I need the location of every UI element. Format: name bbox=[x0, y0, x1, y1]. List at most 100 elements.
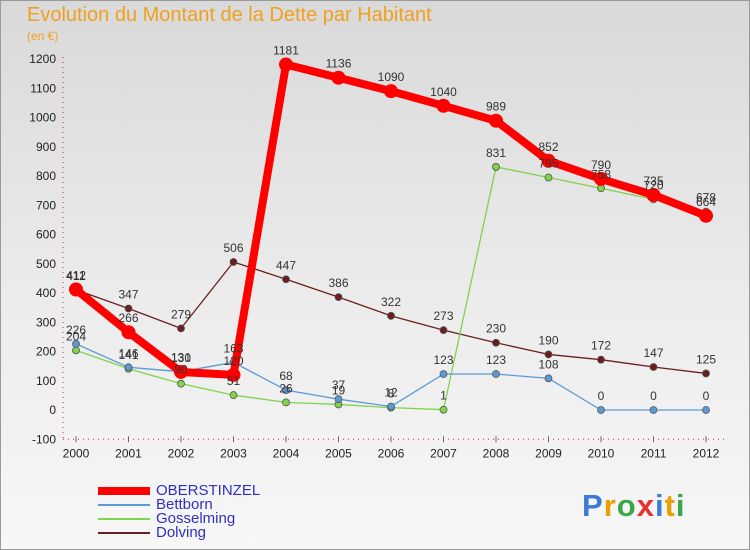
x-tick-label: 2004 bbox=[273, 446, 300, 460]
data-label: 147 bbox=[643, 346, 663, 360]
data-point bbox=[279, 57, 293, 72]
data-point bbox=[544, 374, 553, 383]
y-tick-label: 1000 bbox=[29, 111, 56, 125]
data-label: 790 bbox=[591, 158, 611, 172]
data-label: 141 bbox=[118, 348, 138, 362]
x-tick-label: 2006 bbox=[378, 446, 405, 460]
data-point bbox=[177, 379, 185, 388]
data-point bbox=[544, 350, 553, 359]
legend-item: Bettborn bbox=[98, 496, 398, 513]
data-point bbox=[384, 84, 398, 99]
data-point bbox=[334, 293, 343, 301]
data-label: 51 bbox=[227, 374, 241, 388]
data-point bbox=[282, 398, 290, 407]
data-label: 190 bbox=[538, 333, 558, 347]
data-point bbox=[439, 370, 448, 378]
data-point bbox=[436, 98, 451, 113]
data-label: 19 bbox=[332, 383, 346, 397]
data-label: 131 bbox=[171, 351, 191, 365]
data-point bbox=[229, 258, 238, 266]
data-point bbox=[124, 363, 133, 372]
data-label: 120 bbox=[223, 354, 243, 368]
data-point bbox=[226, 367, 241, 382]
data-label: 125 bbox=[696, 352, 716, 366]
x-tick-label: 2009 bbox=[535, 446, 562, 460]
data-label: 0 bbox=[650, 389, 657, 403]
legend-swatch bbox=[98, 504, 150, 506]
data-point bbox=[492, 338, 500, 347]
y-tick-label: -100 bbox=[32, 432, 56, 446]
chart-title: Evolution du Montant de la Dette par Hab… bbox=[27, 4, 432, 26]
x-tick-label: 2008 bbox=[483, 446, 510, 460]
data-label: 447 bbox=[276, 258, 296, 272]
data-point bbox=[282, 386, 290, 395]
data-label: 37 bbox=[332, 378, 346, 392]
data-point bbox=[699, 208, 713, 223]
chart-subtitle: (en €) bbox=[27, 29, 59, 43]
data-label: 1181 bbox=[273, 44, 299, 58]
data-label: 123 bbox=[433, 353, 453, 367]
legend-item: OBERSTINZEL bbox=[98, 483, 398, 498]
data-point bbox=[439, 326, 448, 335]
data-label: 347 bbox=[118, 288, 138, 302]
x-tick-label: 2003 bbox=[220, 446, 247, 460]
legend-swatch bbox=[98, 487, 150, 495]
data-label: 8 bbox=[388, 387, 395, 401]
data-point bbox=[72, 339, 80, 348]
data-point bbox=[439, 405, 448, 414]
data-point bbox=[72, 346, 80, 355]
data-label: 412 bbox=[66, 268, 86, 282]
data-label: 795 bbox=[538, 156, 558, 170]
x-tick-label: 2012 bbox=[693, 446, 720, 460]
data-label: 831 bbox=[486, 146, 506, 160]
data-point bbox=[492, 163, 500, 171]
x-tick-label: 2007 bbox=[430, 446, 457, 460]
data-label: 108 bbox=[538, 357, 558, 371]
data-label: 90 bbox=[174, 363, 188, 377]
data-point bbox=[597, 406, 605, 414]
data-label: 758 bbox=[591, 167, 611, 181]
y-tick-label: 800 bbox=[36, 169, 56, 183]
data-label: 989 bbox=[486, 100, 506, 114]
x-tick-label: 2005 bbox=[325, 446, 352, 460]
data-label: 163 bbox=[223, 341, 243, 355]
legend-item: Gosselming bbox=[98, 511, 398, 526]
data-label: 273 bbox=[433, 309, 453, 323]
data-point bbox=[229, 391, 238, 399]
data-label: 230 bbox=[486, 322, 506, 336]
data-label: 1090 bbox=[378, 70, 405, 84]
data-label: 506 bbox=[223, 241, 243, 255]
proxiti-logo: Proxiti bbox=[582, 488, 686, 523]
data-point bbox=[489, 113, 503, 128]
data-point bbox=[541, 153, 556, 168]
y-tick-label: 900 bbox=[36, 140, 56, 154]
data-label: 411 bbox=[66, 269, 85, 283]
data-label: 172 bbox=[591, 339, 611, 353]
y-tick-label: 1200 bbox=[29, 52, 56, 66]
data-label: 226 bbox=[66, 323, 86, 337]
data-point bbox=[69, 282, 83, 297]
data-point bbox=[334, 395, 343, 404]
data-point bbox=[702, 369, 710, 378]
legend-label: Bettborn bbox=[156, 496, 213, 513]
legend-swatch bbox=[98, 518, 150, 520]
x-tick-label: 2011 bbox=[641, 446, 667, 460]
data-point bbox=[282, 275, 290, 284]
data-label: 678 bbox=[696, 191, 716, 205]
y-tick-label: 0 bbox=[49, 403, 56, 417]
series-line-gosselming bbox=[75, 166, 707, 411]
data-label: 664 bbox=[696, 195, 716, 209]
x-tick-label: 2000 bbox=[63, 446, 90, 460]
y-tick-label: 600 bbox=[36, 228, 56, 242]
x-tick-label: 2001 bbox=[115, 446, 142, 460]
data-label: 12 bbox=[384, 385, 398, 399]
data-point bbox=[387, 311, 395, 320]
data-point bbox=[702, 406, 710, 414]
data-point bbox=[544, 173, 553, 182]
data-label: 735 bbox=[643, 174, 663, 188]
x-tick-label: 2002 bbox=[168, 446, 195, 460]
data-label: 1 bbox=[440, 389, 447, 403]
